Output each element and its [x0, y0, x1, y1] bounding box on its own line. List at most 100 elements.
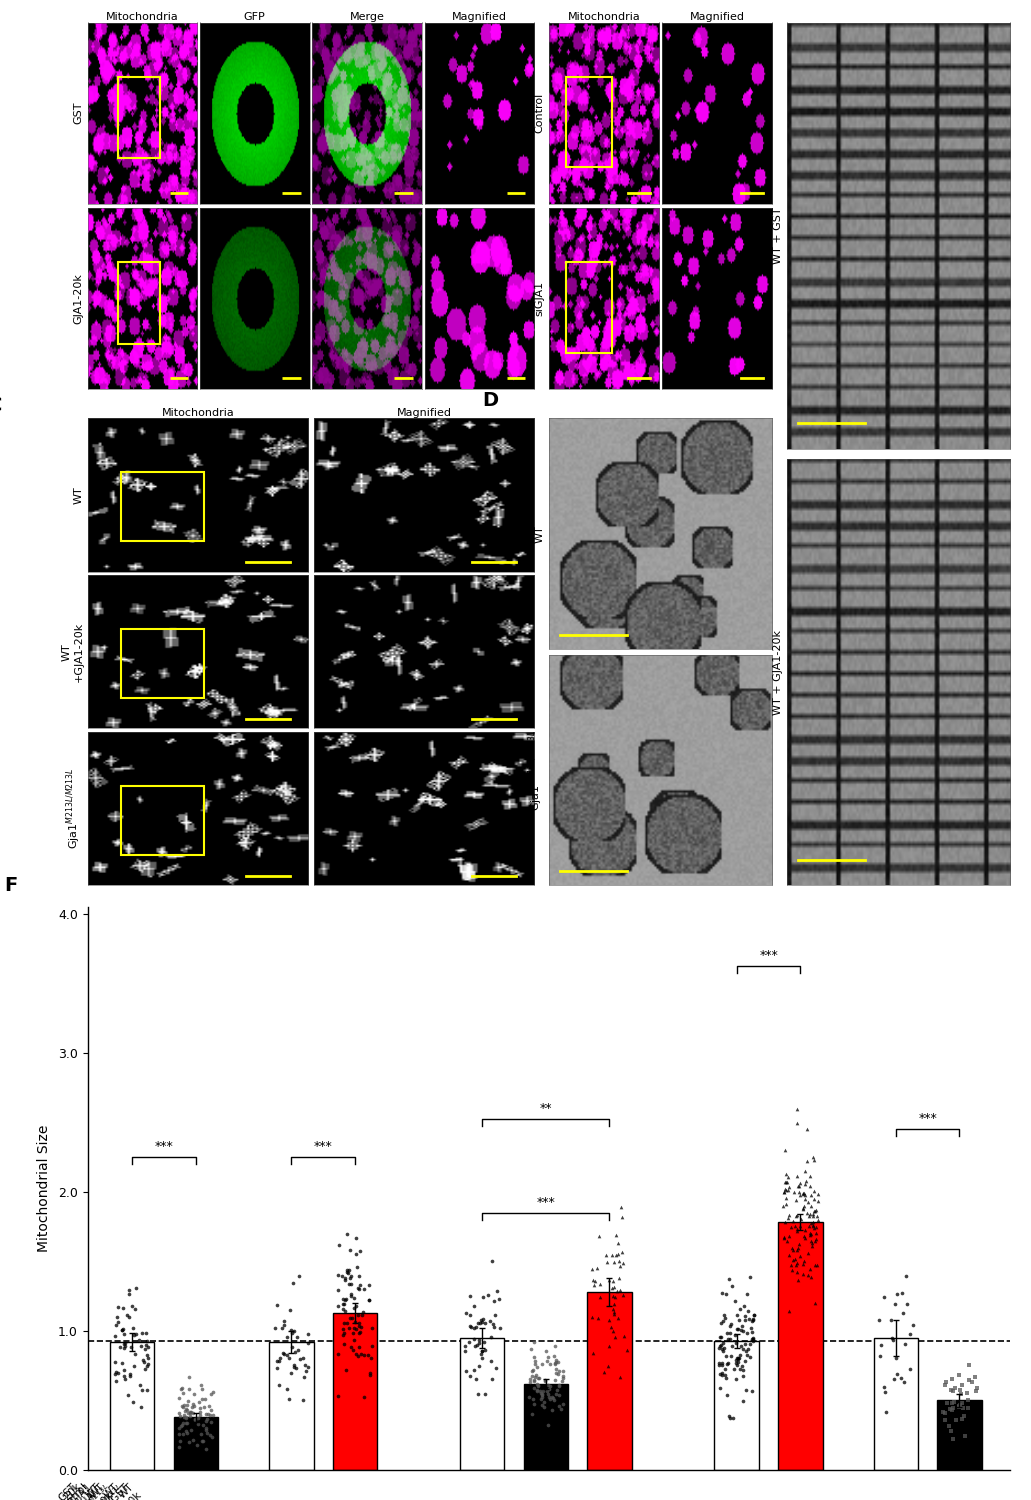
Point [803, 1182, 820, 1206]
Point [720, 1326, 736, 1350]
Point [172, 1404, 189, 1428]
Point [472, 1311, 489, 1335]
Point [117, 1332, 133, 1356]
Point [729, 1346, 745, 1370]
Point [291, 1264, 307, 1288]
Point [344, 1338, 361, 1362]
Point [875, 1284, 892, 1308]
Point [808, 1252, 825, 1276]
Point [286, 1354, 302, 1378]
Point [137, 1336, 154, 1360]
Point [535, 1380, 552, 1404]
Point [343, 1335, 360, 1359]
Point [350, 1276, 366, 1300]
Point [801, 1203, 818, 1227]
Bar [121, 628, 204, 698]
Point [361, 1288, 377, 1312]
Point [336, 1299, 353, 1323]
Point [778, 1170, 795, 1194]
Point [717, 1364, 733, 1388]
Point [342, 1238, 359, 1262]
Point [186, 1392, 202, 1416]
Point [170, 1386, 187, 1410]
Point [711, 1336, 728, 1360]
Point [466, 1328, 483, 1352]
Point [531, 1365, 547, 1389]
Point [476, 1311, 493, 1335]
Point [524, 1359, 540, 1383]
Point [794, 1262, 810, 1286]
Point [547, 1368, 564, 1392]
Point [462, 1314, 478, 1338]
Point [722, 1406, 738, 1429]
Point [138, 1378, 155, 1402]
Point [125, 1316, 141, 1340]
Point [463, 1316, 479, 1340]
Point [297, 1353, 313, 1377]
Bar [460, 1338, 504, 1470]
Point [608, 1244, 625, 1268]
Point [473, 1340, 490, 1364]
Point [196, 1388, 212, 1411]
Point [172, 1377, 189, 1401]
Point [491, 1287, 507, 1311]
Point [740, 1306, 757, 1330]
Point [351, 1263, 367, 1287]
Text: C: C [0, 396, 3, 414]
Point [730, 1347, 746, 1371]
Point [175, 1395, 192, 1419]
Point [529, 1378, 545, 1402]
Point [526, 1344, 542, 1368]
Title: GFP: GFP [244, 12, 266, 21]
Point [777, 1178, 794, 1202]
Point [605, 1300, 622, 1324]
Bar [269, 1342, 313, 1470]
Point [809, 1190, 826, 1214]
Point [942, 1419, 959, 1443]
Point [731, 1308, 747, 1332]
Point [300, 1332, 317, 1356]
Point [476, 1382, 493, 1406]
Point [471, 1328, 488, 1352]
Point [342, 1272, 359, 1296]
Point [114, 1317, 131, 1341]
Point [460, 1330, 476, 1354]
Point [781, 1203, 798, 1227]
Point [734, 1354, 751, 1378]
Point [109, 1294, 126, 1318]
Point [541, 1388, 558, 1411]
Point [746, 1304, 763, 1328]
Point [728, 1304, 744, 1328]
Point [785, 1238, 801, 1262]
Point [199, 1420, 215, 1444]
Point [193, 1422, 209, 1446]
Point [779, 1228, 796, 1252]
Point [596, 1359, 612, 1383]
Point [341, 1306, 358, 1330]
Point [902, 1358, 919, 1382]
Point [714, 1350, 731, 1374]
Point [605, 1269, 622, 1293]
Point [797, 1226, 813, 1250]
Point [600, 1353, 617, 1377]
Point [530, 1365, 546, 1389]
Point [128, 1322, 144, 1346]
Point [342, 1266, 359, 1290]
Point [187, 1395, 203, 1419]
Point [108, 1312, 125, 1336]
Point [469, 1311, 486, 1335]
Point [719, 1322, 735, 1346]
Point [605, 1298, 622, 1322]
Point [275, 1312, 292, 1336]
Point [115, 1336, 132, 1360]
Point [721, 1268, 737, 1292]
Point [115, 1296, 132, 1320]
Text: WT: WT [85, 1482, 103, 1500]
Point [344, 1306, 361, 1330]
Point [800, 1240, 817, 1264]
Point [202, 1402, 219, 1426]
Bar [119, 76, 160, 159]
Point [296, 1365, 312, 1389]
Point [351, 1322, 367, 1346]
Point [174, 1376, 191, 1400]
